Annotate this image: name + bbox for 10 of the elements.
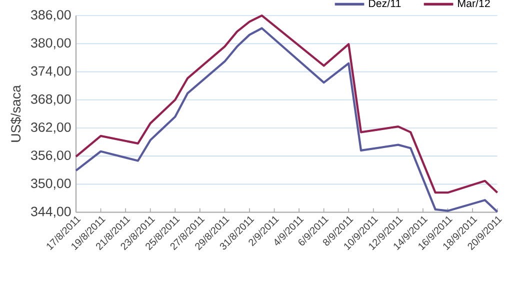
y-tick-label: 362,00 (31, 122, 71, 134)
y-tick-label: 344,00 (31, 206, 71, 218)
y-axis-title: US$/saca (10, 85, 22, 142)
y-tick-label: 386,00 (31, 10, 71, 22)
y-tick-label: 368,00 (31, 94, 71, 106)
y-tick-label: 350,00 (31, 178, 71, 190)
y-tick-label: 356,00 (31, 150, 71, 162)
y-tick-label: 380,00 (31, 38, 71, 50)
y-tick-label: 374,00 (31, 66, 71, 78)
line-series (74, 14, 498, 194)
